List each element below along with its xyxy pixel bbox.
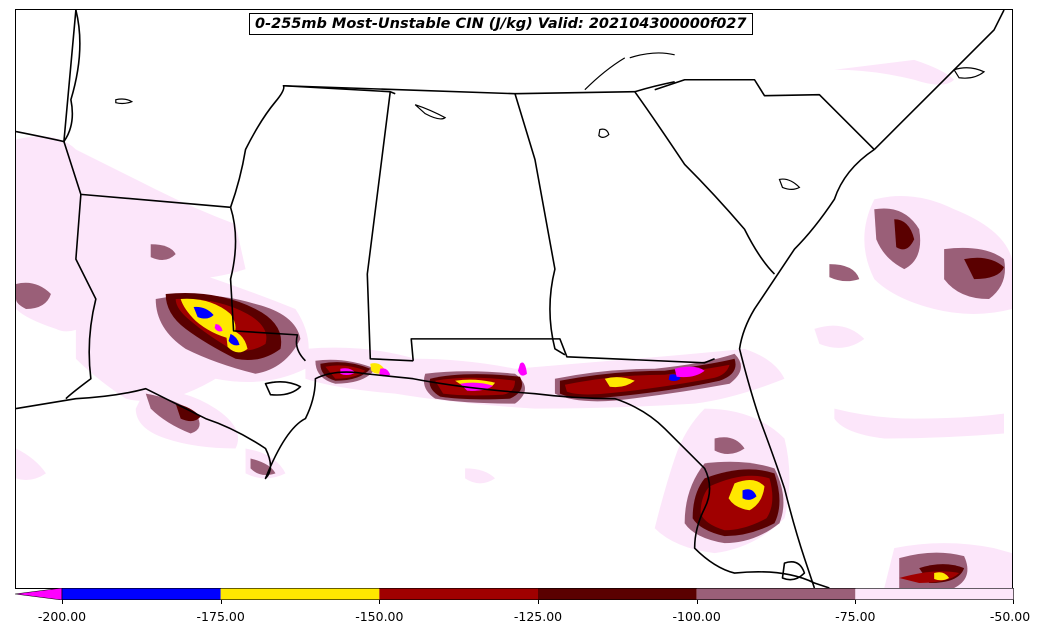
- north-carolina-border: [654, 78, 875, 151]
- arkansas-louisiana-border: [16, 10, 77, 143]
- colorbar-tick-mark: [855, 600, 857, 604]
- gulf-coast: [16, 371, 830, 588]
- cin-map: [16, 10, 1012, 588]
- colorbar-outline: [61, 588, 1014, 600]
- colorbar-tick-label: -175.00: [196, 609, 245, 624]
- boundaries: [16, 10, 1005, 588]
- colorbar-tick-mark: [538, 600, 539, 604]
- florida-panhandle-border: [410, 338, 715, 364]
- colorbar-tick-label: -200.00: [37, 609, 87, 624]
- colorbar-bin: [696, 588, 856, 600]
- mississippi-river: [63, 10, 81, 143]
- alabama-georgia-border: [514, 93, 566, 356]
- colorbar-bin: [62, 588, 221, 600]
- nc-coast: [873, 10, 1005, 151]
- cin-shading-magenta: [214, 323, 705, 391]
- colorbar: [15, 588, 1014, 600]
- louisiana-east-border: [229, 207, 306, 362]
- colorbar-tick-label: -100.00: [672, 609, 721, 624]
- colorbar-bin: [220, 588, 380, 600]
- colorbar-tick-mark: [62, 600, 63, 604]
- small-lakes: [115, 52, 986, 190]
- tennessee-border: [283, 80, 675, 95]
- lake-pontchartrain: [264, 380, 302, 396]
- colorbar-tick-mark: [1013, 600, 1014, 604]
- map-title: 0-255mb Most-Unstable CIN (J/kg) Valid: …: [249, 13, 753, 35]
- colorbar-tick-label: -50.00: [989, 609, 1031, 624]
- atlantic-coast: [738, 148, 875, 588]
- colorbar-tick-label: -150.00: [355, 609, 404, 624]
- map-panel: [15, 9, 1013, 589]
- cin-shading-blue: [193, 306, 757, 500]
- colorbar-tick-label: -75.00: [835, 609, 876, 624]
- colorbar-tick-mark: [696, 600, 698, 604]
- colorbar-bin: [538, 588, 697, 600]
- colorbar-tick-mark: [379, 600, 381, 604]
- texas-louisiana-border: [65, 194, 97, 400]
- colorbar-bin: [379, 588, 538, 600]
- mississippi-alabama-border: [366, 91, 414, 362]
- colorbar-extension-min: [15, 588, 63, 600]
- georgia-carolina-border: [634, 91, 776, 275]
- colorbar-tick-label: -125.00: [513, 609, 563, 624]
- lake-okeechobee: [781, 561, 806, 581]
- colorbar-tick-mark: [220, 600, 222, 604]
- mississippi-west-border: [229, 84, 396, 208]
- colorbar-bin: [855, 588, 1014, 600]
